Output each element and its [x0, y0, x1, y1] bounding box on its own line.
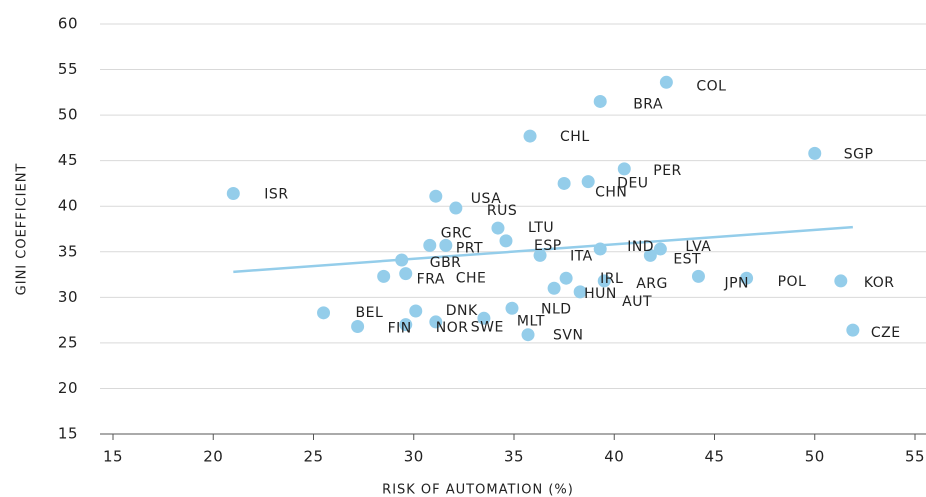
point-label: BRA	[633, 96, 663, 112]
point-label: KOR	[864, 275, 895, 291]
point	[523, 129, 537, 143]
point-label: CHN	[595, 184, 627, 200]
point	[317, 306, 331, 320]
point	[429, 189, 443, 203]
point	[573, 285, 587, 299]
point-label: LTU	[528, 220, 554, 236]
y-tick-label: 45	[58, 151, 78, 169]
point	[399, 318, 413, 332]
y-tick-label: 60	[58, 15, 78, 33]
trend-line	[233, 225, 853, 274]
point-label: HUN	[584, 286, 617, 302]
x-tick-label: 35	[504, 448, 524, 466]
point	[499, 234, 513, 248]
x-tick-label: 50	[805, 448, 825, 466]
point-label: GRC	[441, 225, 472, 241]
point	[740, 271, 754, 285]
point	[399, 267, 413, 281]
point	[409, 304, 423, 318]
point-label: ITA	[570, 248, 593, 264]
point-label: LVA	[685, 239, 711, 255]
point-label: BEL	[356, 305, 384, 321]
point-label: JPN	[723, 275, 749, 291]
point	[226, 186, 240, 200]
point-label: PRT	[456, 240, 483, 256]
point	[593, 94, 607, 108]
point	[377, 269, 391, 283]
point	[653, 242, 667, 256]
y-tick-label: 55	[58, 60, 78, 78]
point-label: ESP	[534, 238, 562, 254]
y-tick-label: 40	[58, 197, 78, 215]
x-tick-label: 20	[203, 448, 223, 466]
point-label: MLT	[517, 313, 545, 329]
point-label: NLD	[541, 301, 572, 317]
point	[617, 162, 631, 176]
point-label: FIN	[388, 320, 412, 336]
point	[429, 315, 443, 329]
y-tick-label: 35	[58, 242, 78, 260]
point-label: PER	[653, 163, 682, 179]
y-tick-label: 50	[58, 106, 78, 124]
point-label: COL	[696, 78, 726, 94]
x-tick-label: 40	[604, 448, 624, 466]
y-tick-label: 15	[58, 425, 78, 443]
point	[557, 176, 571, 190]
point-label: FRA	[417, 271, 445, 287]
point	[691, 269, 705, 283]
x-tick-label: 45	[704, 448, 724, 466]
x-tick-label: 55	[905, 448, 925, 466]
point	[477, 311, 491, 325]
point	[505, 301, 519, 315]
point-label: DNK	[446, 303, 478, 319]
point-label: RUS	[487, 203, 517, 219]
point-label: SWE	[471, 320, 504, 336]
point	[533, 248, 547, 262]
y-tick-label: 30	[58, 288, 78, 306]
x-tick-label: 15	[103, 448, 123, 466]
point-label: SGP	[844, 146, 874, 162]
point-label: IRL	[600, 271, 623, 287]
point-label: POL	[778, 274, 807, 290]
point-label: ISR	[264, 186, 288, 202]
point	[449, 201, 463, 215]
point-label: NOR	[436, 320, 469, 336]
point-label: GBR	[430, 255, 462, 271]
point	[559, 271, 573, 285]
point-label: SVN	[553, 328, 583, 344]
point	[846, 323, 860, 337]
point	[521, 328, 535, 342]
point	[395, 253, 409, 267]
point	[547, 281, 561, 295]
x-tick-label: 30	[404, 448, 424, 466]
point	[659, 75, 673, 89]
point-label: IND	[627, 239, 654, 255]
point-label: DEU	[617, 176, 648, 192]
point-label: CZE	[871, 325, 901, 341]
point	[643, 248, 657, 262]
point	[597, 274, 611, 288]
y-axis-title: GINI COEFFICIENT	[15, 163, 30, 296]
point	[834, 274, 848, 288]
y-tick-label: 25	[58, 333, 78, 351]
point-label: AUT	[622, 294, 652, 310]
y-tick-label: 20	[58, 379, 78, 397]
point	[439, 238, 453, 252]
point-label: EST	[673, 251, 701, 267]
x-axis-title: RISK OF AUTOMATION (%)	[382, 483, 574, 497]
point	[808, 146, 822, 160]
point	[581, 175, 595, 189]
point-label: ARG	[636, 276, 668, 292]
x-tick-label: 25	[303, 448, 323, 466]
point-label: CHL	[560, 129, 590, 145]
point	[351, 319, 365, 333]
point	[593, 242, 607, 256]
point	[491, 221, 505, 235]
point	[423, 238, 437, 252]
point-label: USA	[471, 191, 501, 207]
point-label: CHE	[456, 271, 487, 287]
